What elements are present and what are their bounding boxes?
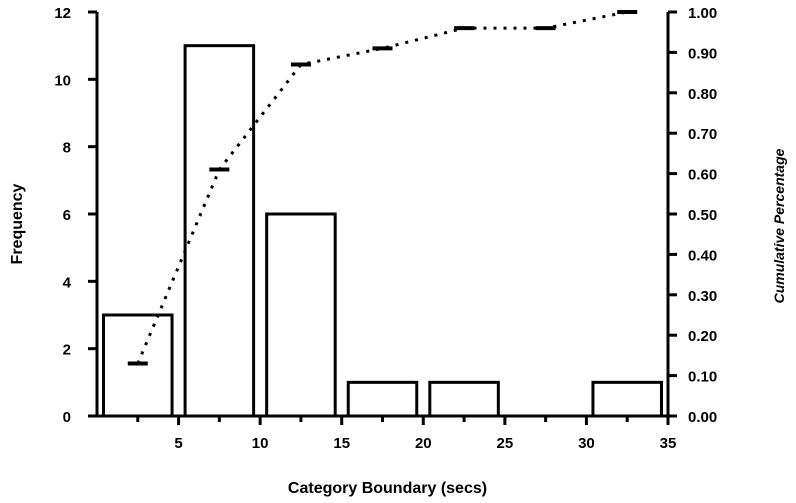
y-axis-right-title: Cumulative Percentage (771, 148, 787, 303)
y2-tick-label: 0.60 (688, 167, 717, 184)
x-tick-label: 5 (174, 435, 182, 452)
x-tick-label: 30 (578, 435, 595, 452)
axes (95, 12, 670, 418)
y-tick-label: 0 (63, 409, 71, 426)
y-axis-left-title: Frequency (9, 183, 26, 264)
bar (102, 313, 174, 418)
bar (591, 380, 663, 418)
bar (346, 380, 419, 418)
y2-tick-label: 0.80 (688, 86, 717, 103)
y-tick-label: 10 (54, 72, 71, 89)
y-tick-label: 6 (63, 207, 71, 224)
x-axis-ticks: 5 10 15 20 25 30 35 (136, 416, 677, 452)
y2-tick-label: 0.20 (688, 328, 717, 345)
y-tick-label: 12 (54, 5, 71, 22)
x-tick-label: 35 (660, 435, 677, 452)
y-axis-left-ticks: 0 2 4 6 8 10 12 (54, 5, 97, 426)
y2-tick-label: 1.00 (688, 5, 717, 22)
bar (265, 212, 337, 418)
y2-tick-label: 0.90 (688, 45, 717, 62)
x-tick-label: 15 (333, 435, 350, 452)
y-tick-label: 2 (63, 342, 71, 359)
y-axis-right-ticks: 0.00 0.10 0.20 0.30 0.40 0.50 0.60 0.70 0.80 0.90… (668, 5, 717, 426)
bar-series (102, 44, 663, 418)
bar (183, 44, 256, 418)
y2-tick-label: 0.10 (688, 369, 717, 386)
y-tick-label: 8 (63, 140, 71, 157)
x-tick-label: 10 (252, 435, 269, 452)
x-tick-label: 20 (415, 435, 432, 452)
x-tick-label: 25 (497, 435, 514, 452)
y2-tick-label: 0.50 (688, 207, 717, 224)
y2-tick-label: 0.00 (688, 409, 717, 426)
y2-tick-label: 0.40 (688, 247, 717, 264)
y2-tick-label: 0.30 (688, 288, 717, 305)
x-axis-title: Category Boundary (secs) (288, 480, 487, 497)
y2-tick-label: 0.70 (688, 126, 717, 143)
cumulative-series (127, 10, 638, 366)
bar (428, 380, 500, 418)
y-tick-label: 4 (63, 274, 72, 291)
